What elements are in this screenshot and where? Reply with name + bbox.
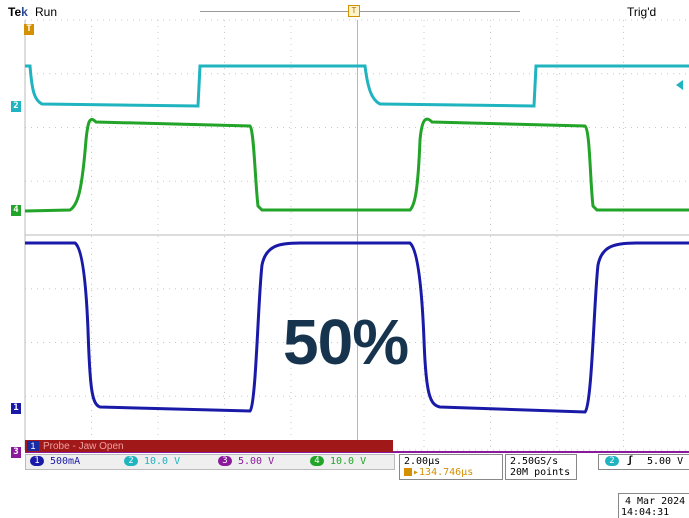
record-length: 20M points [510,467,571,478]
ch1-badge: 1 [30,456,44,466]
timebase-readout[interactable]: 2.00µs ▸134.746µs [399,454,503,480]
ch2-readout[interactable]: 2 10.0 V [124,456,180,468]
ch3-readout[interactable]: 3 5.00 V [218,456,274,468]
ch1-ground-marker[interactable]: 1 [11,403,21,414]
trigger-point-marker[interactable]: T [24,24,34,35]
trigger-status: Trig'd [627,5,657,19]
probe-alert-bar: 1 Probe - Jaw Open [25,440,393,452]
record-bar-right [360,11,520,12]
timebase-position: 134.746µs [419,467,474,478]
time: 14:04:31 [621,507,670,518]
trigger-position-icon-small [404,468,412,476]
sample-rate: 2.50GS/s [510,456,559,467]
trigger-level-marker[interactable] [676,80,683,90]
trigger-source-badge: 2 [605,456,619,466]
trigger-position-icon[interactable]: T [348,5,360,17]
rising-edge-icon: ʃ [627,455,634,466]
probe-channel-badge: 1 [27,441,39,451]
timebase-scale: 2.00µs [404,456,441,467]
trigger-level: 5.00 V [647,456,684,467]
ch2-waveform [25,64,689,108]
ch2-badge: 2 [124,456,138,466]
ch3-scale: 5.00 V [238,456,275,467]
duty-cycle-overlay: 50% [283,306,409,378]
ch4-badge: 4 [310,456,324,466]
ch1-readout[interactable]: 1 500mA [30,456,80,468]
datetime-readout: 4 Mar 2024 14:04:31 [618,493,689,518]
brand-logo: Tek [8,5,28,19]
acquisition-readout[interactable]: 2.50GS/s 20M points [505,454,577,480]
date: 4 Mar 2024 [625,496,686,507]
ch3-badge: 3 [218,456,232,466]
ch2-ground-marker[interactable]: 2 [11,101,21,112]
channel-readout-bar: 1 500mA 2 10.0 V 3 5.00 V 4 10.0 V [25,454,395,470]
ch4-ground-marker[interactable]: 4 [11,205,21,216]
acquisition-status: Run [35,5,58,19]
record-bar-left [200,11,348,12]
probe-alert-text: Probe - Jaw Open [43,441,124,452]
trigger-readout[interactable]: 2 ʃ 5.00 V [598,454,689,470]
ch4-readout[interactable]: 4 10.0 V [310,456,366,468]
ch1-scale: 500mA [50,456,81,467]
status-bar: Tek Run T Trig'd [0,0,689,20]
ch4-scale: 10.0 V [330,456,367,467]
ch3-ground-marker[interactable]: 3 [11,447,21,458]
arrow-right-icon: ▸ [413,467,420,478]
graticule [24,19,689,451]
ch2-scale: 10.0 V [144,456,181,467]
ch1-waveform [25,241,689,414]
ch4-waveform [24,117,689,213]
